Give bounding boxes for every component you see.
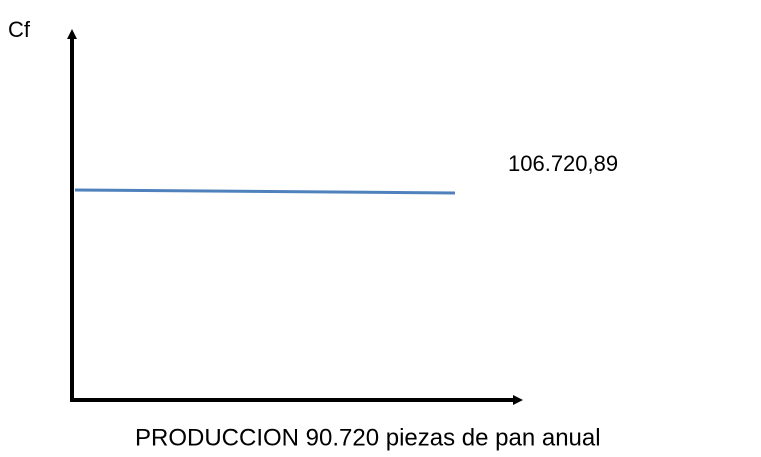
y-axis-label: Cf: [8, 17, 31, 42]
fixed-cost-line: [74, 188, 456, 195]
x-axis-label: PRODUCCION 90.720 piezas de pan anual: [135, 424, 601, 451]
line-label: 106.720,89: [508, 151, 618, 176]
